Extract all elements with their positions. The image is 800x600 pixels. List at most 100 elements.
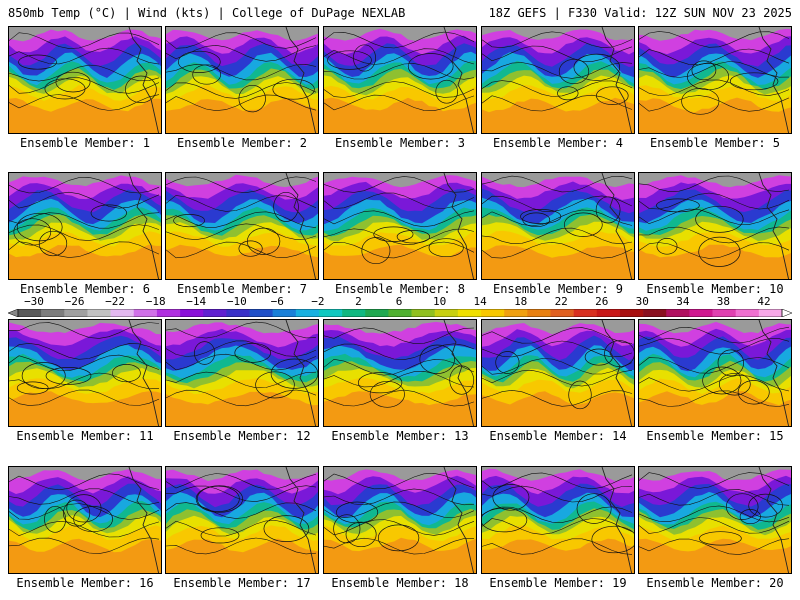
ensemble-member-map — [638, 319, 792, 427]
height-contour — [639, 357, 790, 374]
height-contour — [9, 32, 160, 49]
height-contour — [324, 192, 475, 209]
ensemble-member-label: Ensemble Member: 2 — [176, 136, 308, 150]
height-contour — [9, 47, 160, 65]
colorbar-tick-label: −10 — [226, 295, 247, 308]
coastline — [601, 27, 633, 133]
temperature-band — [482, 27, 634, 41]
ensemble-member-map — [638, 466, 792, 574]
height-contour — [9, 241, 160, 258]
height-contour — [717, 349, 744, 377]
height-contour — [9, 176, 160, 194]
ensemble-member-map — [8, 172, 162, 280]
ensemble-member-map — [638, 172, 792, 280]
colorbar-swatch — [203, 309, 227, 317]
coastline — [285, 173, 317, 279]
ensemble-member-map — [165, 319, 319, 427]
colorbar-swatch — [180, 309, 204, 317]
colorbar-tick-label: −14 — [186, 295, 207, 308]
height-contour — [166, 195, 317, 212]
height-contour — [396, 230, 431, 244]
colorbar-tick-label: 14 — [473, 295, 487, 308]
colorbar-swatch — [689, 309, 713, 317]
height-contour — [639, 226, 790, 244]
temperature-band — [639, 467, 791, 481]
height-contour — [482, 327, 633, 344]
colorbar-swatch — [87, 309, 111, 317]
colorbar-arrow-high — [781, 309, 792, 317]
height-contour — [698, 236, 741, 267]
height-contour — [112, 364, 141, 383]
colorbar-tick-label: 2 — [355, 295, 362, 308]
colorbar-swatch — [18, 309, 42, 317]
height-contour — [482, 369, 633, 387]
colorbar-tick-label: 34 — [676, 295, 690, 308]
height-contour — [66, 494, 102, 523]
height-contour — [482, 472, 633, 490]
height-contour — [9, 342, 160, 360]
height-contour — [639, 326, 790, 344]
ensemble-member-map — [8, 26, 162, 134]
height-contour — [166, 44, 317, 62]
height-contour — [173, 214, 205, 228]
height-contour — [9, 503, 160, 520]
temperature-band — [166, 27, 318, 41]
height-contour — [639, 79, 790, 96]
height-contour — [718, 372, 751, 396]
colorbar-swatch — [156, 309, 181, 317]
ensemble-member-map — [8, 466, 162, 574]
temperature-band — [324, 173, 476, 188]
temperature-band — [324, 320, 476, 334]
height-contour — [246, 227, 281, 255]
height-contour — [324, 176, 475, 193]
colorbar-swatch — [481, 309, 505, 317]
coastline — [758, 320, 790, 426]
height-contour — [324, 537, 474, 555]
ensemble-member-map — [323, 319, 477, 427]
ensemble-member-label: Ensemble Member: 20 — [646, 576, 784, 590]
ensemble-member-map — [481, 319, 635, 427]
height-contour — [435, 79, 458, 104]
height-contour — [324, 48, 475, 65]
ensemble-member-label: Ensemble Member: 15 — [646, 429, 784, 443]
temperature-band — [9, 467, 161, 494]
height-contour — [482, 389, 633, 407]
colorbar-swatch — [226, 309, 250, 317]
coastline — [285, 320, 317, 426]
height-contour — [63, 499, 91, 527]
ensemble-member-map — [165, 26, 319, 134]
ensemble-member-map — [323, 26, 477, 134]
ensemble-member-map — [8, 319, 162, 427]
height-contour — [166, 473, 317, 490]
height-contour — [558, 58, 590, 85]
height-contour — [369, 380, 405, 408]
height-contour — [568, 380, 592, 410]
colorbar-tick-label: 10 — [432, 295, 447, 308]
height-contour — [482, 227, 633, 245]
height-contour — [324, 210, 475, 228]
height-contour — [691, 60, 717, 81]
height-contour — [324, 501, 475, 519]
ensemble-member-label: Ensemble Member: 7 — [176, 282, 308, 296]
coastline — [128, 27, 160, 133]
height-contour — [273, 191, 299, 222]
height-contour — [38, 230, 68, 257]
coastline — [443, 320, 475, 426]
temperature-band — [639, 27, 791, 41]
height-contour — [324, 358, 475, 376]
height-contour — [324, 488, 475, 506]
height-contour — [166, 223, 317, 241]
temperature-band — [482, 320, 634, 335]
colorbar-tick-label: 26 — [595, 295, 609, 308]
height-contour — [255, 371, 295, 399]
height-contour — [324, 31, 475, 49]
colorbar-tick-label: −18 — [145, 295, 166, 308]
height-contour — [639, 242, 790, 259]
height-contour — [495, 351, 520, 374]
colorbar-swatch — [365, 309, 389, 317]
height-contour — [639, 95, 790, 112]
height-contour — [324, 81, 475, 98]
ensemble-member-label: Ensemble Member: 19 — [489, 576, 627, 590]
height-contour — [482, 538, 633, 555]
height-contour — [90, 204, 127, 222]
